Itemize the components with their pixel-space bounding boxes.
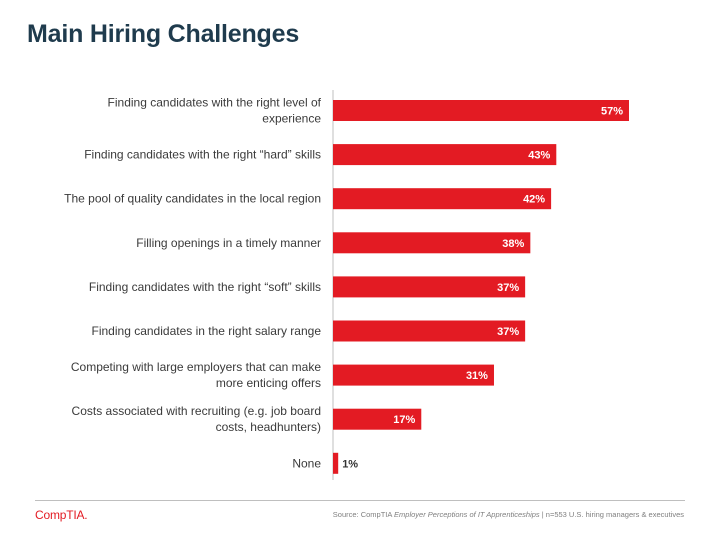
category-label: Costs associated with recruiting (e.g. j…	[72, 404, 321, 434]
category-label: Finding candidates with the right “soft”…	[89, 280, 321, 294]
data-label: 17%	[393, 414, 415, 426]
data-label: 31%	[466, 370, 488, 382]
data-label: 37%	[497, 282, 519, 294]
category-label-line: experience	[262, 112, 321, 126]
source-title: Employer Perceptions of IT Apprenticeshi…	[394, 510, 540, 519]
bar	[333, 188, 552, 210]
category-label-line: Finding candidates with the right level …	[108, 96, 322, 110]
category-label-line: None	[292, 456, 321, 470]
data-label: 57%	[601, 106, 623, 118]
category-label-line: Finding candidates with the right “hard”…	[84, 148, 321, 162]
category-label-line: Costs associated with recruiting (e.g. j…	[72, 404, 321, 418]
category-label-line: costs, headhunters)	[216, 420, 321, 434]
category-label: Finding candidates in the right salary r…	[92, 324, 322, 338]
category-label-line: Finding candidates with the right “soft”…	[89, 280, 321, 294]
source-note: Source: CompTIA Employer Perceptions of …	[333, 510, 684, 519]
bar	[333, 144, 557, 166]
data-label: 42%	[523, 194, 545, 206]
bar	[333, 364, 494, 386]
source-suffix: | n=553 U.S. hiring managers & executive…	[539, 510, 684, 519]
source-prefix: Source: CompTIA	[332, 510, 395, 519]
footer-divider	[35, 500, 685, 501]
bar	[333, 408, 422, 430]
category-label-line: Finding candidates in the right salary r…	[92, 324, 322, 338]
bar	[333, 452, 339, 474]
category-label-line: Filling openings in a timely manner	[136, 236, 321, 250]
category-label-line: Competing with large employers that can …	[71, 360, 321, 374]
bar-chart: 57% Finding candidates with the right lev…	[64, 90, 629, 480]
category-label-line: more enticing offers	[216, 376, 321, 390]
category-label: Finding candidates with the right level …	[108, 96, 322, 126]
comptia-logo: CompTIA.	[35, 508, 88, 522]
bar	[333, 320, 526, 342]
data-label: 43%	[528, 150, 550, 162]
category-label: The pool of quality candidates in the lo…	[64, 192, 321, 206]
data-label: 37%	[497, 326, 519, 338]
category-label-line: The pool of quality candidates in the lo…	[64, 192, 321, 206]
category-label: Competing with large employers that can …	[71, 360, 321, 390]
data-label: 38%	[502, 238, 524, 250]
category-label: None	[292, 456, 321, 470]
bar	[333, 276, 526, 298]
bar	[333, 100, 629, 121]
category-label: Finding candidates with the right “hard”…	[84, 148, 321, 162]
logo-wordmark: CompTIA.	[35, 508, 88, 522]
category-label: Filling openings in a timely manner	[136, 236, 321, 250]
bar	[333, 232, 531, 254]
page-title: Main Hiring Challenges	[27, 20, 300, 48]
data-label: 1%	[342, 458, 358, 470]
